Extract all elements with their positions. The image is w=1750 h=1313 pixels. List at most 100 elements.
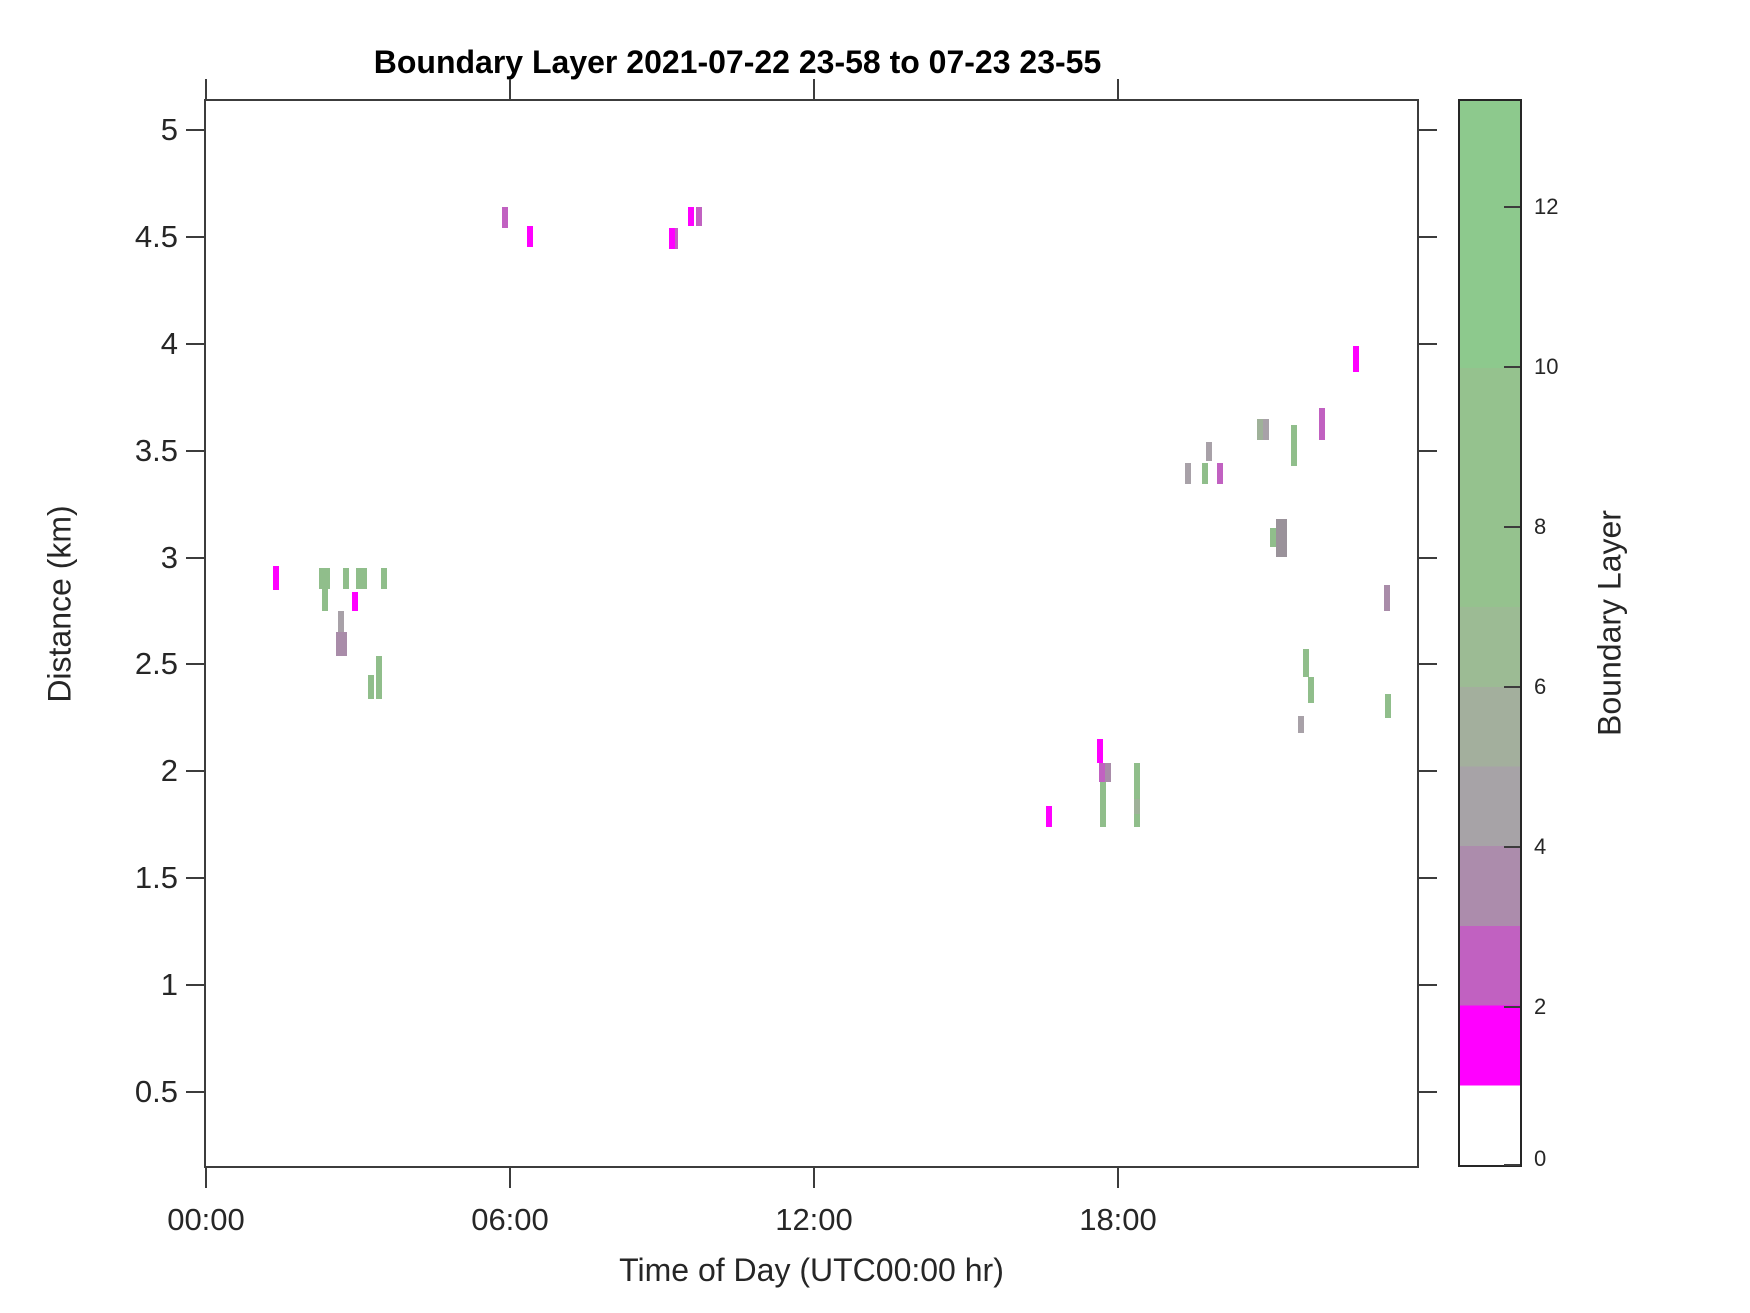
colorbar-tick bbox=[1504, 206, 1520, 208]
y-axis-tick bbox=[186, 984, 204, 986]
colorbar-tick bbox=[1504, 526, 1520, 528]
colorbar bbox=[1458, 99, 1522, 1167]
data-mark bbox=[669, 228, 675, 249]
data-mark bbox=[1353, 346, 1359, 372]
data-mark bbox=[1100, 782, 1106, 827]
y-axis-tick bbox=[186, 1091, 204, 1093]
y-axis-tick bbox=[186, 770, 204, 772]
x-tick-label: 12:00 bbox=[775, 1202, 853, 1237]
x-axis-tick bbox=[509, 1168, 511, 1188]
x-tick-label: 18:00 bbox=[1079, 1202, 1157, 1237]
y-axis-tick-mirror bbox=[1419, 770, 1437, 772]
y-tick-label: 2.5 bbox=[134, 646, 178, 681]
data-mark bbox=[343, 568, 349, 589]
y-axis-tick bbox=[186, 877, 204, 879]
data-mark bbox=[1303, 649, 1309, 677]
data-mark bbox=[352, 592, 358, 611]
y-tick-label: 5 bbox=[160, 112, 178, 147]
data-mark bbox=[336, 632, 347, 656]
data-mark bbox=[1105, 763, 1111, 782]
data-mark bbox=[319, 568, 325, 589]
x-axis-tick bbox=[813, 1168, 815, 1188]
y-tick-label: 3.5 bbox=[134, 433, 178, 468]
data-mark bbox=[361, 568, 367, 589]
colorbar-tick-label: 8 bbox=[1534, 514, 1547, 539]
x-axis-tick-mirror bbox=[205, 79, 207, 99]
x-axis-tick bbox=[1117, 1168, 1119, 1188]
data-mark bbox=[1291, 425, 1297, 466]
chart-title: Boundary Layer 2021-07-22 23-58 to 07-23… bbox=[373, 44, 1102, 80]
x-tick-label: 00:00 bbox=[167, 1202, 245, 1237]
data-mark bbox=[1099, 763, 1105, 782]
colorbar-label: Boundary Layer bbox=[1591, 510, 1628, 736]
y-tick-label: 3 bbox=[160, 540, 178, 575]
x-axis-tick-mirror bbox=[509, 79, 511, 99]
colorbar-tick bbox=[1504, 1006, 1520, 1008]
x-axis-tick-mirror bbox=[813, 79, 815, 99]
y-axis-tick-mirror bbox=[1419, 236, 1437, 238]
y-axis-tick-mirror bbox=[1419, 343, 1437, 345]
y-axis-tick-mirror bbox=[1419, 984, 1437, 986]
y-axis-tick bbox=[186, 450, 204, 452]
colorbar-tick-label: 0 bbox=[1534, 1146, 1547, 1171]
x-tick-label: 06:00 bbox=[471, 1202, 549, 1237]
y-axis-tick-mirror bbox=[1419, 557, 1437, 559]
y-tick-label: 1.5 bbox=[134, 860, 178, 895]
colorbar-tick bbox=[1504, 1164, 1520, 1166]
y-tick-label: 2 bbox=[160, 753, 178, 788]
data-mark bbox=[1257, 419, 1263, 440]
colorbar-tick bbox=[1504, 846, 1520, 848]
y-axis-tick-mirror bbox=[1419, 1091, 1437, 1093]
y-tick-label: 4 bbox=[160, 326, 178, 361]
colorbar-tick-label: 12 bbox=[1534, 194, 1559, 219]
colorbar-tick bbox=[1504, 366, 1520, 368]
colorbar-tick-label: 4 bbox=[1534, 834, 1547, 859]
data-mark bbox=[696, 207, 702, 226]
data-mark bbox=[324, 568, 330, 589]
data-mark bbox=[322, 587, 328, 611]
x-axis-label: Time of Day (UTC00:00 hr) bbox=[619, 1252, 1004, 1288]
data-mark bbox=[1385, 694, 1391, 718]
y-axis-tick bbox=[186, 663, 204, 665]
data-mark bbox=[1308, 677, 1314, 703]
data-mark bbox=[1263, 419, 1269, 440]
data-mark bbox=[1298, 716, 1304, 733]
data-mark bbox=[675, 228, 678, 249]
data-mark bbox=[356, 568, 362, 589]
data-mark bbox=[1134, 763, 1140, 827]
y-axis-tick bbox=[186, 236, 204, 238]
x-axis-tick bbox=[205, 1168, 207, 1188]
data-mark bbox=[1046, 806, 1052, 827]
data-mark bbox=[1202, 463, 1208, 484]
y-tick-label: 4.5 bbox=[134, 219, 178, 254]
data-mark bbox=[502, 207, 508, 228]
data-mark bbox=[1384, 585, 1390, 611]
data-mark bbox=[1185, 463, 1191, 484]
data-mark bbox=[338, 611, 344, 632]
colorbar-tick-label: 2 bbox=[1534, 994, 1547, 1019]
y-axis-tick-mirror bbox=[1419, 129, 1437, 131]
data-mark bbox=[1217, 463, 1223, 484]
colorbar-tick bbox=[1504, 686, 1520, 688]
data-mark bbox=[1206, 442, 1212, 461]
plot-area bbox=[204, 99, 1419, 1168]
y-axis-tick-mirror bbox=[1419, 663, 1437, 665]
data-mark bbox=[1097, 739, 1103, 763]
y-axis-tick bbox=[186, 557, 204, 559]
y-axis-tick bbox=[186, 129, 204, 131]
y-axis-tick-mirror bbox=[1419, 877, 1437, 879]
data-mark bbox=[273, 566, 279, 590]
data-mark bbox=[1276, 519, 1287, 557]
data-mark bbox=[376, 656, 382, 699]
y-tick-label: 0.5 bbox=[134, 1074, 178, 1109]
data-mark bbox=[368, 675, 374, 699]
y-tick-label: 1 bbox=[160, 967, 178, 1002]
colorbar-tick-label: 6 bbox=[1534, 674, 1547, 699]
y-axis-tick-mirror bbox=[1419, 450, 1437, 452]
colorbar-tick-label: 10 bbox=[1534, 354, 1559, 379]
data-mark bbox=[1319, 408, 1325, 440]
data-mark bbox=[527, 226, 533, 247]
data-mark bbox=[1270, 528, 1276, 547]
data-mark bbox=[381, 568, 387, 589]
